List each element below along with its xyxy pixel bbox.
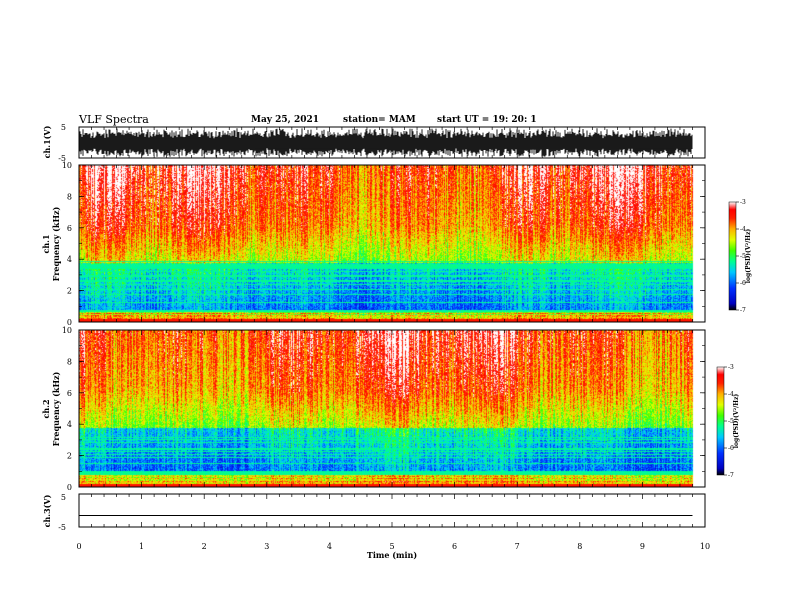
ch3-ytick-bottom: -5 [58,523,66,532]
colorbar-tick-label: -3 [740,199,746,206]
colorbar-tick-label: -5 [740,253,746,260]
y-tick-label: 10 [62,161,72,170]
ch1-spectrogram-xticks [78,165,706,322]
ch1-colorbar [728,201,737,311]
x-tick-label: 7 [515,542,520,551]
y-tick-label: 10 [62,326,72,335]
y-tick-label: 6 [67,389,72,398]
ch1-spectrogram-ylabel-line2: Frequency (kHz) [51,206,61,281]
colorbar-tick-label: -5 [728,418,734,425]
ch1-waveform-panel: 5 -5 ch.1(V) [42,123,706,163]
ch3-ytick-top: 5 [61,493,66,502]
colorbar-tick-label: -6 [740,280,746,287]
x-tick-label: 9 [640,542,645,551]
ch3-waveform-ylabel: ch.3(V) [42,494,52,527]
ch2-spectrogram-image [79,330,705,487]
colorbar-tick-label: -4 [728,391,734,398]
y-tick-label: 6 [67,224,72,233]
colorbar-tick-label: -4 [740,226,746,233]
ch2-colorbar [716,366,725,476]
station-label: station= MAM [343,115,416,125]
ch1-spectrogram-ylabel-line1: ch.1 [41,234,51,253]
y-tick-label: 0 [67,318,72,327]
ch1-waveform-xticks [78,127,706,158]
x-tick-label: 4 [327,542,332,551]
y-tick-label: 2 [67,452,72,461]
ch2-spectrogram-ylabel-line2: Frequency (kHz) [51,371,61,446]
colorbar-tick-label: -3 [728,364,734,371]
y-tick-label: 0 [67,483,72,492]
colorbar-tick-label: -7 [740,307,746,314]
ch1-colorbar-ticks: -3 -4 -5 -6 -7 [736,199,746,314]
figure-title: VLF Spectra [78,113,149,126]
ch1-ytick-bottom: -5 [58,154,66,163]
x-axis-tick-labels: 0 1 2 3 4 5 6 7 8 9 10 [76,542,710,551]
ch2-colorbar-label: log(PSD)(V²/Hz) [733,394,740,449]
ch1-waveform-ylabel: ch.1(V) [42,125,52,158]
ch2-spectrogram-ylabel-line1: ch.2 [41,399,51,418]
ch1-spectrogram-yticks: 0 2 4 6 8 10 [62,161,705,327]
x-tick-label: 5 [389,542,394,551]
ch1-spectrogram-image-holder [79,165,705,322]
y-tick-label: 8 [67,192,72,201]
ch1-colorbar-label: log(PSD)(V²/Hz) [745,229,752,284]
ch3-waveform-xticks [78,494,706,527]
ch1-waveform-line [78,128,693,157]
x-tick-label: 3 [264,542,269,551]
y-tick-label: 4 [67,420,72,429]
x-tick-label: 8 [577,542,582,551]
ch1-waveform-trace [78,128,693,157]
start-time-label: start UT = 19: 20: 1 [437,115,537,125]
ch2-spectrogram-xticks [78,330,706,487]
ch1-ytick-top: 5 [61,123,66,132]
y-tick-label: 2 [67,287,72,296]
x-tick-label: 10 [700,542,710,551]
x-tick-label: 0 [76,542,81,551]
x-axis-label: Time (min) [367,550,417,560]
date-label: May 25, 2021 [251,115,319,125]
ch3-waveform-panel: 5 -5 ch.3(V) [42,493,706,532]
x-tick-label: 2 [202,542,207,551]
x-tick-label: 6 [452,542,457,551]
colorbar-tick-label: -6 [728,445,734,452]
ch2-spectrogram-yticks: 0 2 4 6 8 10 [62,326,705,492]
x-tick-label: 1 [139,542,144,551]
y-tick-label: 8 [67,357,72,366]
ch2-colorbar-ticks: -3 -4 -5 -6 -7 [724,364,734,479]
y-tick-label: 4 [67,255,72,264]
ch1-spectrogram-image [79,165,705,322]
ch2-spectrogram-image-holder [79,330,705,487]
colorbar-tick-label: -7 [728,472,734,479]
